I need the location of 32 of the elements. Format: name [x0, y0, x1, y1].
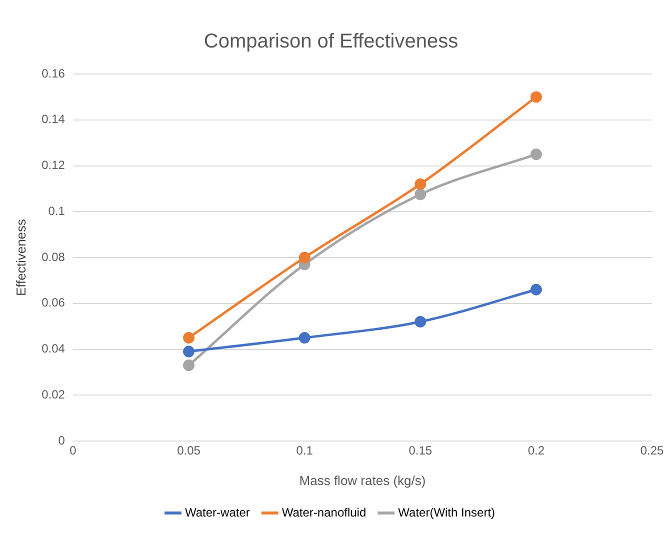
y-tick-label: 0.14 [42, 112, 66, 126]
point [414, 316, 426, 328]
legend-label: Water-nanofluid [282, 505, 366, 520]
x-axis-title: Mass flow rates (kg/s) [299, 472, 426, 488]
chart-title: Comparison of Effectiveness [204, 30, 458, 53]
point [298, 252, 310, 264]
y-tick-label: 0.04 [42, 342, 66, 356]
y-axis-title: Effectiveness [13, 218, 28, 296]
point [530, 148, 542, 160]
x-tick-label: 0 [70, 444, 77, 458]
x-tick-label: 0.05 [177, 444, 201, 458]
point [298, 332, 310, 344]
point [414, 178, 426, 190]
point [183, 332, 195, 344]
y-tick-label: 0.12 [42, 158, 66, 172]
x-tick-label: 0.2 [528, 444, 545, 458]
y-tick-label: 0.06 [42, 296, 66, 310]
x-tick-label: 0.1 [296, 444, 314, 458]
point [530, 91, 542, 103]
legend-label: Water(With Insert) [398, 505, 496, 520]
x-tick-label: 0.15 [408, 444, 432, 458]
y-tick-label: 0 [58, 433, 66, 448]
point [183, 360, 195, 372]
point [414, 188, 426, 200]
y-tick-label: 0.08 [42, 250, 66, 264]
legend-label: Water-water [184, 505, 250, 520]
x-tick-label: 0.25 [640, 444, 664, 458]
y-tick-label: 0.1 [48, 204, 66, 218]
y-tick-label: 0.16 [42, 66, 66, 80]
y-tick-label: 0.02 [42, 387, 66, 402]
point [183, 346, 195, 358]
point [530, 284, 542, 296]
